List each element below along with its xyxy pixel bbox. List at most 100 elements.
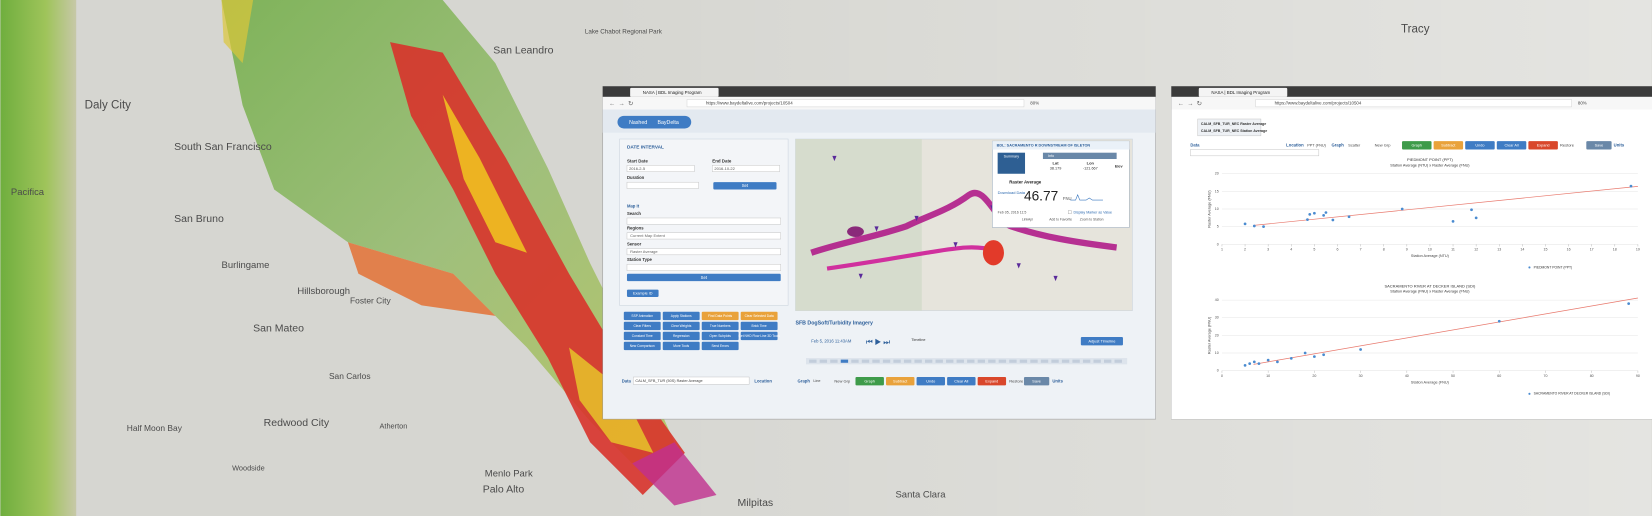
tool-button-label[interactable]: New Comparison bbox=[630, 344, 655, 348]
nav-icon[interactable]: ↻ bbox=[628, 100, 633, 107]
nav-icon[interactable]: ↻ bbox=[1197, 100, 1202, 107]
station-marker[interactable] bbox=[1053, 275, 1058, 282]
player-controls[interactable]: ⏮ ▶ ⏭ bbox=[866, 338, 890, 347]
station-marker[interactable] bbox=[874, 226, 879, 232]
nav-tab[interactable]: BayDelta bbox=[658, 120, 679, 126]
tool-button-label[interactable]: Find Data Points bbox=[708, 314, 732, 318]
popup-link[interactable]: LinkApi bbox=[1022, 217, 1033, 221]
action-button-label[interactable]: Graph bbox=[864, 379, 875, 383]
tab-bar bbox=[1171, 86, 1652, 97]
tool-button bbox=[662, 331, 700, 341]
tool-button-label[interactable]: Regression bbox=[673, 334, 690, 338]
x-tick-label: 8 bbox=[1383, 248, 1385, 252]
tool-button-label[interactable]: More Tools bbox=[673, 344, 689, 348]
tab-title[interactable]: NASA | BDL Imaging Program bbox=[1211, 90, 1270, 95]
action-button bbox=[1023, 376, 1050, 386]
action-button-label[interactable]: Expand bbox=[985, 379, 998, 383]
tab-bar bbox=[602, 86, 1156, 97]
turbidity-mid bbox=[442, 94, 527, 253]
nav-icon[interactable]: ← bbox=[1178, 100, 1184, 107]
tab-title[interactable]: NASA | BDL Imaging Program bbox=[643, 90, 702, 95]
popup-link[interactable]: Add to Favorite bbox=[1049, 217, 1072, 221]
place-label: Atherton bbox=[380, 421, 408, 430]
station-marker[interactable] bbox=[832, 155, 837, 162]
station-marker[interactable] bbox=[914, 215, 919, 222]
y-tick-label: 0 bbox=[1217, 369, 1219, 373]
tool-button-label[interactable]: Brick Time bbox=[752, 324, 767, 328]
url[interactable]: https://www.baydeltalive.com/projects/10… bbox=[1275, 101, 1362, 106]
action-button-label[interactable]: Subtract bbox=[1441, 144, 1456, 148]
action-button-label[interactable]: Clear All bbox=[954, 379, 968, 383]
action-button-label[interactable]: Clear All bbox=[1504, 144, 1518, 148]
popup-tab-label[interactable]: Info bbox=[1048, 154, 1054, 158]
y-axis-label: Raster Average (FNU) bbox=[1207, 316, 1211, 354]
timeline-step bbox=[840, 359, 849, 363]
nav-icon[interactable]: → bbox=[1187, 100, 1193, 107]
station-marker[interactable] bbox=[1016, 263, 1021, 269]
tool-button-label[interactable]: Get NHD Flow Line 3D Tools bbox=[738, 334, 780, 338]
place-label: Santa Clara bbox=[896, 489, 947, 500]
tool-button-label[interactable]: Constant Time bbox=[632, 334, 653, 338]
address-bar bbox=[686, 99, 1025, 108]
action-button bbox=[1496, 141, 1527, 150]
url[interactable]: https://www.baydeltalive.com/projects/10… bbox=[706, 101, 793, 106]
tool-button-label[interactable]: Clear Selected Data bbox=[745, 314, 774, 318]
y-tick-label: 40 bbox=[1215, 298, 1219, 302]
nav-tab[interactable]: Nashed bbox=[629, 120, 647, 126]
button-label[interactable]: Example ID bbox=[633, 291, 653, 295]
tool-button-label[interactable]: Clear Filters bbox=[633, 324, 651, 328]
popup-tab-label[interactable]: Summary bbox=[1004, 154, 1020, 158]
x-tick-label: 0 bbox=[1221, 374, 1223, 378]
turbidity-blob bbox=[982, 240, 1004, 266]
action-button-label[interactable]: Save bbox=[1595, 144, 1604, 148]
station-marker[interactable] bbox=[953, 242, 958, 248]
checkbox bbox=[1068, 210, 1072, 214]
timeline-step bbox=[977, 359, 986, 363]
scatter-point bbox=[1627, 302, 1631, 306]
scatter-point bbox=[1243, 364, 1247, 367]
station-marker[interactable] bbox=[858, 273, 863, 280]
legend-label: PIEDMONT POINT (PPT) bbox=[1534, 265, 1573, 269]
tool-button bbox=[701, 311, 739, 321]
timeline-step bbox=[830, 359, 838, 363]
x-tick-label: 14 bbox=[1520, 248, 1524, 252]
x-axis-label: Station Average (NTU) bbox=[1411, 254, 1450, 258]
tool-button-label[interactable]: Clear Weights bbox=[671, 324, 692, 328]
action-button-label[interactable]: Undo bbox=[1475, 144, 1484, 148]
place-label: Daly City bbox=[85, 99, 132, 111]
action-button-label[interactable]: Save bbox=[1032, 379, 1041, 383]
field-label: Location bbox=[1286, 142, 1304, 147]
field-label: Data bbox=[622, 378, 632, 383]
timeline-step bbox=[1009, 359, 1017, 363]
popup-link[interactable]: Zoom to Station bbox=[1080, 217, 1104, 221]
action-button-label[interactable]: Undo bbox=[926, 379, 935, 383]
timestamp: Feb 5, 2016 11:43AM bbox=[811, 338, 852, 343]
timeline-step bbox=[1019, 359, 1028, 363]
button-label[interactable]: Set bbox=[742, 183, 749, 188]
address-bar bbox=[1255, 99, 1572, 108]
tool-button-label[interactable]: Open Subplots bbox=[709, 334, 731, 338]
tool-button-label[interactable]: SSP Animation bbox=[631, 314, 653, 318]
button-label[interactable]: Adjust Timeline bbox=[1088, 338, 1116, 343]
place-label: Hillsborough bbox=[297, 286, 350, 297]
nav-icon[interactable]: ← bbox=[609, 100, 615, 107]
place-label: Foster City bbox=[350, 295, 391, 305]
tool-button-label[interactable]: Apply Stations bbox=[671, 314, 692, 318]
place-label: Tracy bbox=[1401, 24, 1430, 36]
tool-button-label[interactable]: Send Errors bbox=[711, 344, 729, 348]
x-tick-label: 10 bbox=[1266, 374, 1270, 378]
action-button-label[interactable]: Expand bbox=[1537, 144, 1550, 148]
action-button-label[interactable]: Subtract bbox=[893, 379, 908, 383]
tool-button-label[interactable]: True Numbers bbox=[710, 324, 731, 328]
action-button-label[interactable]: Graph bbox=[1412, 144, 1423, 148]
zoom: 80% bbox=[1030, 101, 1039, 106]
nav-icon[interactable]: → bbox=[619, 100, 625, 107]
scatter-point bbox=[1289, 356, 1293, 360]
button bbox=[626, 273, 781, 282]
x-tick-label: 2 bbox=[1244, 248, 1246, 252]
place-label: Burlingame bbox=[222, 260, 270, 271]
tool-button bbox=[623, 341, 661, 351]
checkbox-label[interactable]: Display Marker as Value bbox=[1073, 211, 1112, 215]
button-label[interactable]: Set bbox=[701, 275, 708, 280]
download-link[interactable]: Download Data bbox=[998, 190, 1026, 195]
